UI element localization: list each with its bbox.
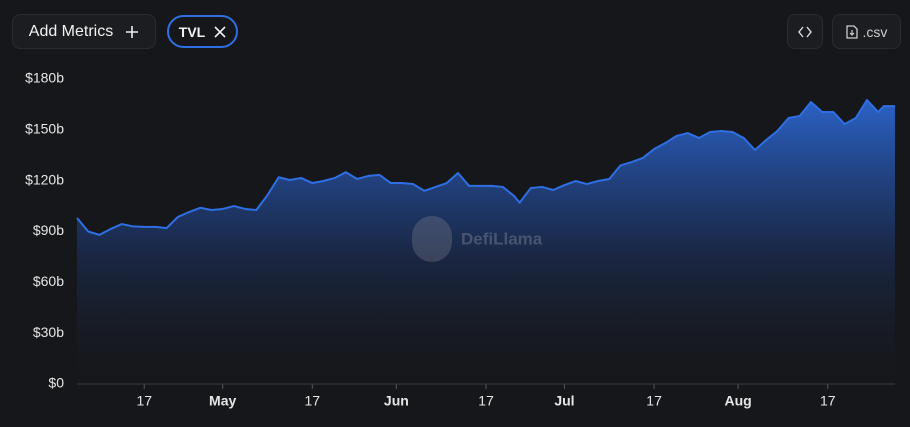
embed-button[interactable] <box>787 14 823 49</box>
x-tick-label: 17 <box>305 393 321 409</box>
x-tick-label: May <box>209 393 236 409</box>
watermark: DefiLlama <box>412 216 543 262</box>
y-tick-label: $90b <box>33 222 64 238</box>
tvl-line <box>76 99 895 236</box>
x-tick-label: 17 <box>646 393 662 409</box>
x-tick-label: Aug <box>725 393 752 409</box>
tvl-metric-pill[interactable]: TVL <box>167 15 238 48</box>
add-metrics-label: Add Metrics <box>28 22 114 40</box>
y-tick-label: $60b <box>33 273 64 289</box>
area-fill <box>77 100 895 384</box>
x-tick-label: 17 <box>136 393 152 409</box>
tvl-label: TVL <box>178 23 206 40</box>
y-tick-label: $150b <box>25 121 64 137</box>
code-icon <box>798 26 812 37</box>
x-tick-label: Jul <box>554 393 574 409</box>
x-tick-label: Jun <box>384 393 409 409</box>
x-tick-label: 17 <box>820 393 836 409</box>
plus-icon <box>126 25 139 38</box>
csv-button[interactable]: .csv <box>832 14 901 49</box>
close-icon[interactable] <box>214 25 226 38</box>
y-tick-label: $120b <box>25 171 64 187</box>
y-tick-label: $0 <box>48 375 64 391</box>
file-icon <box>845 24 858 39</box>
add-metrics-button[interactable]: Add Metrics <box>12 14 156 49</box>
watermark-text: DefiLlama <box>461 229 543 248</box>
y-tick-label: $30b <box>33 324 64 340</box>
y-tick-label: $180b <box>25 70 64 86</box>
x-tick-label: 17 <box>478 393 494 409</box>
csv-label: .csv <box>862 23 888 40</box>
watermark-logo <box>412 216 452 262</box>
